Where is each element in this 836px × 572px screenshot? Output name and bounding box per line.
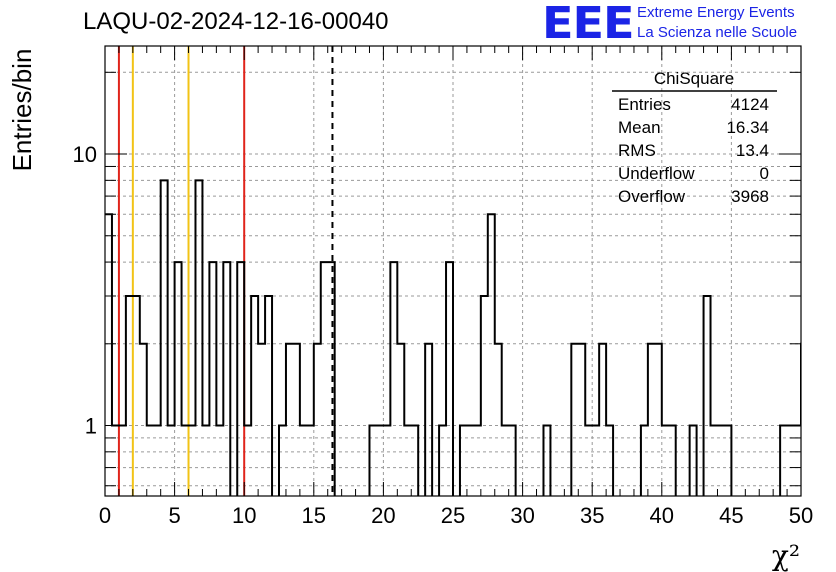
x-tick-label: 25 [441, 503, 465, 528]
x-tick-label: 30 [510, 503, 534, 528]
stats-label: Entries [618, 95, 671, 114]
x-tick-label: 35 [580, 503, 604, 528]
x-tick-label: 10 [232, 503, 256, 528]
x-tick-label: 40 [650, 503, 674, 528]
x-axis-label: χ² [772, 539, 800, 572]
x-tick-label: 15 [302, 503, 326, 528]
stats-value: 3968 [731, 187, 769, 206]
stats-box: ChiSquare Entries 4124 Mean 16.34 RMS 13.4 Und… [612, 69, 777, 206]
axis-ticks: 0 5 10 15 20 25 30 35 40 45 50 1 10 [73, 46, 813, 528]
x-tick-label: 0 [99, 503, 111, 528]
y-tick-label: 1 [85, 414, 97, 439]
stats-label: RMS [618, 141, 656, 160]
histogram-title: LAQU-02-2024-12-16-00040 [83, 8, 389, 35]
stats-value: 4124 [731, 95, 769, 114]
histogram-line [105, 179, 801, 496]
x-tick-label: 5 [168, 503, 180, 528]
eee-logo-line1: Extreme Energy Events [637, 4, 795, 21]
stats-value: 13.4 [736, 141, 769, 160]
stats-title: ChiSquare [654, 69, 734, 88]
eee-logo: EEE Extreme Energy Events La Scienza nel… [542, 0, 834, 49]
y-axis-label: Entries/bin [7, 49, 37, 172]
stats-value: 0 [760, 164, 769, 183]
plot-frame [104, 45, 802, 497]
x-tick-label: 50 [789, 503, 813, 528]
eee-logo-line2: La Scienza nelle Scuole [637, 24, 798, 41]
x-tick-label: 20 [371, 503, 395, 528]
y-tick-label: 10 [73, 142, 97, 167]
stats-value: 16.34 [726, 118, 769, 137]
eee-logo-mark: EEE [542, 0, 635, 49]
stats-label: Overflow [618, 187, 686, 206]
reference-lines [117, 46, 334, 496]
x-tick-label: 45 [719, 503, 743, 528]
stats-label: Mean [618, 118, 661, 137]
stats-label: Underflow [618, 164, 695, 183]
